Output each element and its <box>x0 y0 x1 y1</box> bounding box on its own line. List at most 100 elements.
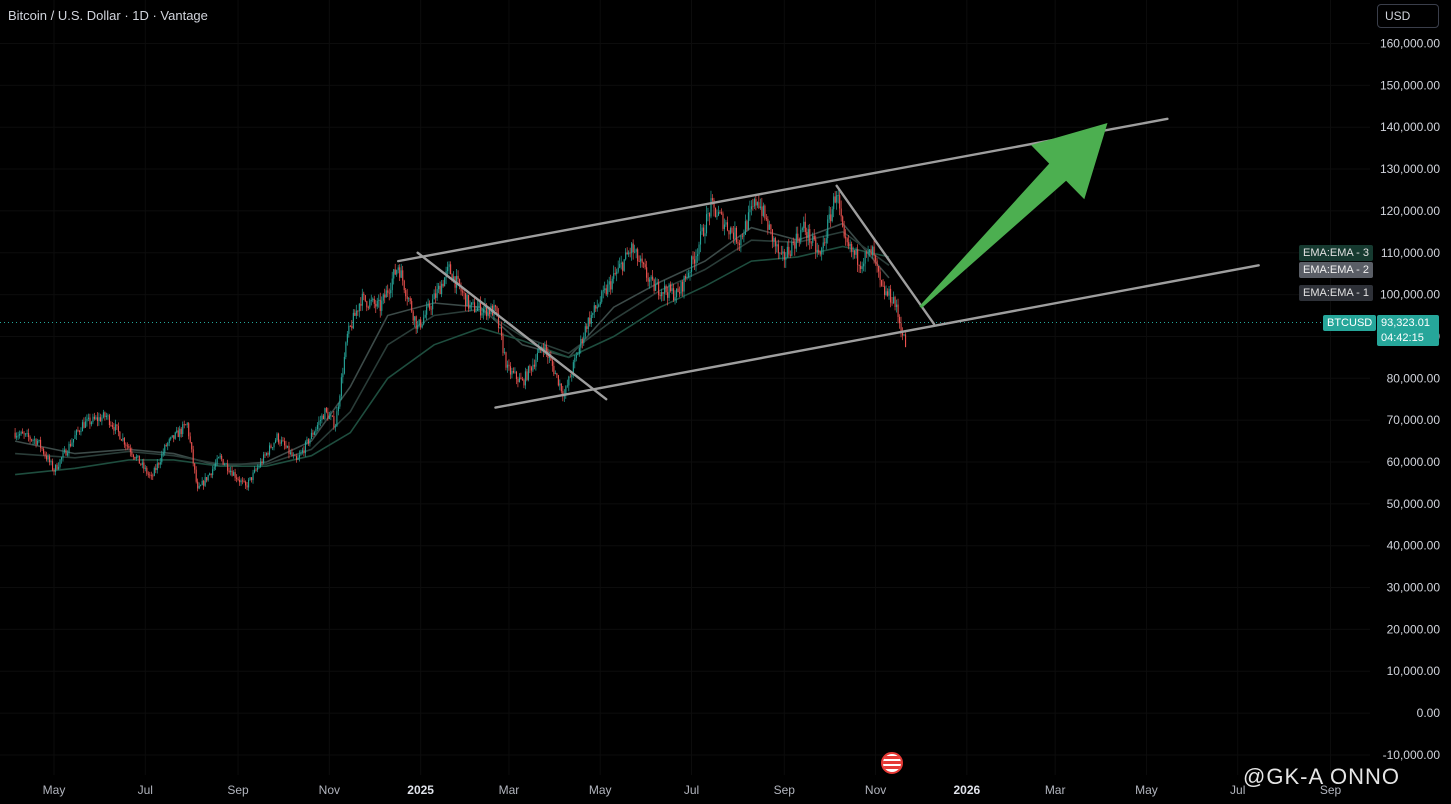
candle-body <box>381 300 383 311</box>
candle-body <box>38 439 40 441</box>
candle-body <box>608 281 610 285</box>
candle-body <box>794 242 796 249</box>
trendline-channel-upper[interactable] <box>396 117 1169 263</box>
candle-body <box>480 302 482 316</box>
candle-body <box>813 235 815 240</box>
candle-body <box>192 449 194 464</box>
candle-body <box>650 276 652 280</box>
candle-body <box>685 276 687 279</box>
candle-body <box>524 371 526 386</box>
candle-body <box>676 288 678 298</box>
candle-body <box>810 242 812 244</box>
candle-body <box>635 249 637 252</box>
candle-body <box>713 200 715 208</box>
candle-body <box>343 356 345 374</box>
ema-tag-3[interactable]: EMA:EMA - 3 <box>1299 245 1374 261</box>
candle-body <box>102 412 104 418</box>
currency-selector[interactable]: USD <box>1377 4 1439 28</box>
candle-body <box>855 249 857 255</box>
candle-body <box>66 453 69 456</box>
candle-body <box>300 452 302 455</box>
candle-body <box>280 440 283 444</box>
trendline-correction-2[interactable] <box>835 184 936 326</box>
candle-body <box>233 472 235 476</box>
candle-body <box>78 430 81 432</box>
x-tick-label: Sep <box>227 783 249 797</box>
trendline-channel-lower[interactable] <box>494 264 1260 409</box>
candle-body <box>333 416 335 428</box>
candle-body <box>655 284 657 291</box>
candle-body <box>439 285 441 295</box>
candle-body <box>559 383 561 386</box>
candle-body <box>286 445 289 448</box>
candle-body <box>107 415 109 417</box>
candle-body <box>477 307 479 312</box>
candle-body <box>607 284 609 295</box>
candle-body <box>396 270 398 275</box>
candle-body <box>840 208 842 217</box>
trendline-correction-1[interactable] <box>416 251 608 401</box>
candle-body <box>129 448 131 452</box>
candle-body <box>632 243 634 252</box>
candle-body <box>469 304 471 309</box>
candle-body <box>625 252 627 260</box>
candle-body <box>782 251 784 254</box>
candle-body <box>219 455 221 458</box>
candle-body <box>824 242 826 244</box>
candle-body <box>846 238 848 243</box>
ema-tag-1[interactable]: EMA:EMA - 1 <box>1299 285 1374 301</box>
y-tick-label: 100,000.00 <box>1380 288 1440 302</box>
candle-body <box>601 291 603 302</box>
candle-body <box>481 312 483 316</box>
ema-tag-2[interactable]: EMA:EMA - 2 <box>1299 262 1374 278</box>
candle-body <box>511 371 513 375</box>
candle-body <box>472 302 474 304</box>
candle-body <box>209 473 211 476</box>
candle-body <box>822 242 824 249</box>
candle-body <box>526 371 528 380</box>
candle-body <box>774 238 776 247</box>
candle-body <box>376 300 378 307</box>
y-tick-label: 80,000.00 <box>1387 371 1441 385</box>
candle-body <box>222 459 224 465</box>
candle-body <box>538 347 540 353</box>
candle-body <box>309 438 311 444</box>
candle-body <box>571 374 573 378</box>
candle-body <box>180 428 182 434</box>
candle-body <box>53 469 55 472</box>
candle-body <box>673 288 675 301</box>
candle-body <box>448 264 450 267</box>
projection-arrow[interactable] <box>919 123 1108 309</box>
candle-body <box>702 227 705 237</box>
candle-body <box>711 198 714 201</box>
candle-body <box>595 305 597 309</box>
candle-body <box>863 263 865 267</box>
candle-body <box>369 300 371 308</box>
candle-body <box>532 364 534 371</box>
candle-body <box>753 199 755 207</box>
candle-body <box>111 425 113 428</box>
us-flag-icon[interactable] <box>881 752 903 774</box>
candle-body <box>20 431 22 434</box>
candle-body <box>698 244 700 255</box>
candle-body <box>551 360 553 366</box>
candle-body <box>867 251 869 254</box>
candle-body <box>586 326 588 330</box>
candle-body <box>466 294 468 307</box>
candle-body <box>273 442 275 448</box>
candle-body <box>167 442 169 446</box>
candle-body <box>493 305 495 316</box>
candle-body <box>692 256 694 260</box>
candle-body <box>391 278 393 291</box>
candle-body <box>35 439 37 445</box>
candle-body <box>17 435 19 437</box>
y-tick-label: 40,000.00 <box>1387 539 1441 553</box>
candle-body <box>679 292 681 294</box>
candle-body <box>694 259 696 264</box>
candle-body <box>57 466 60 470</box>
candle-body <box>394 269 396 275</box>
symbol-tag[interactable]: BTCUSD <box>1323 315 1377 331</box>
candle-body <box>869 249 871 252</box>
candle-body <box>876 260 878 267</box>
